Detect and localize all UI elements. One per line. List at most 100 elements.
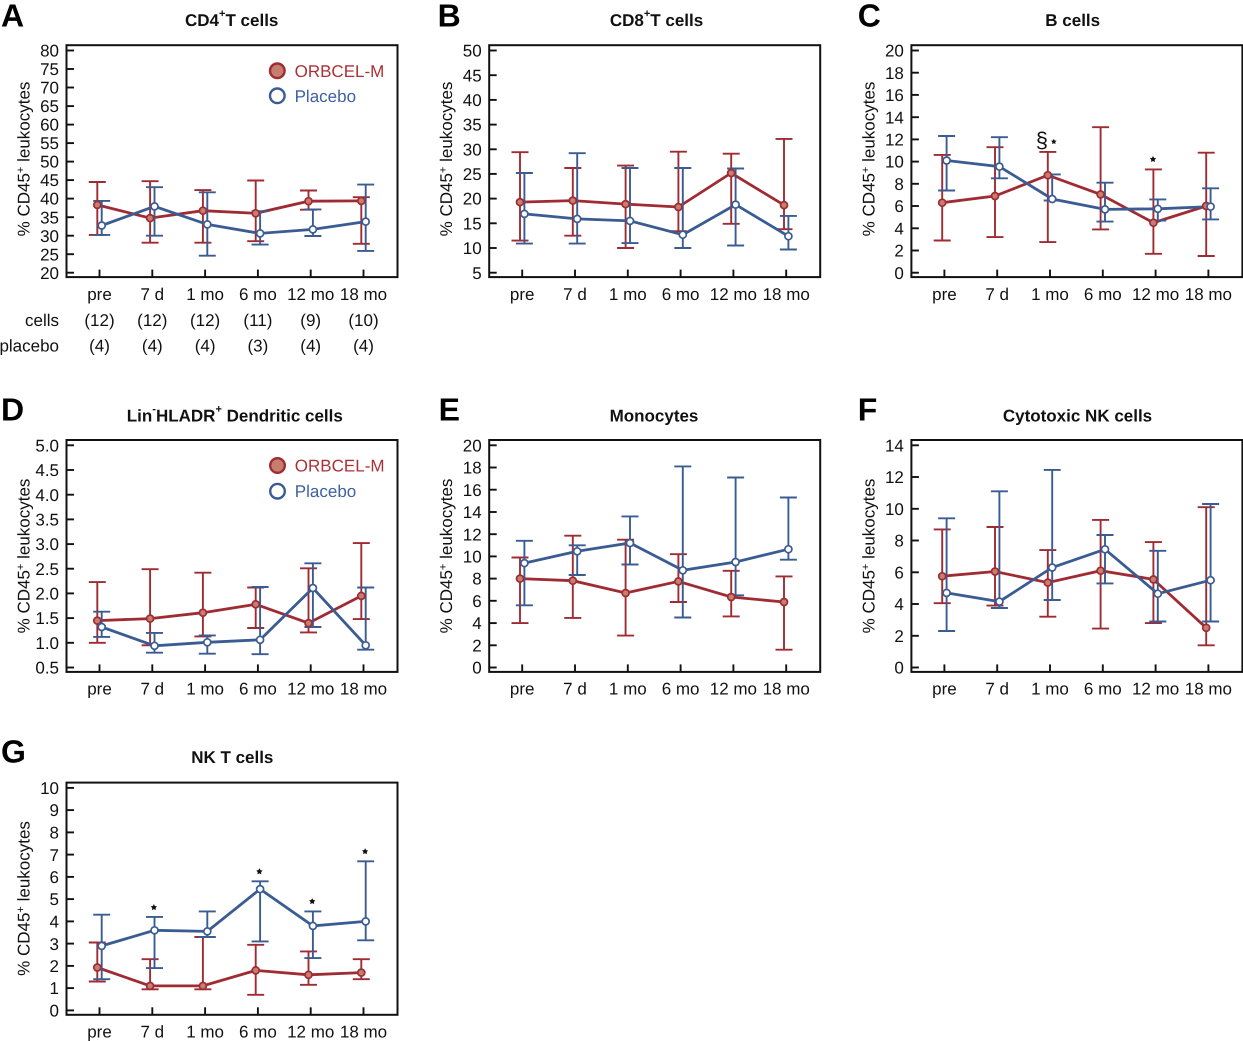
svg-text:7 d: 7 d (563, 680, 587, 699)
svg-text:pre: pre (87, 680, 112, 699)
svg-text:30: 30 (463, 140, 482, 159)
svg-text:(12): (12) (190, 311, 220, 330)
svg-text:8: 8 (894, 532, 903, 551)
svg-text:20: 20 (40, 264, 59, 283)
svg-text:F: F (858, 392, 878, 428)
svg-text:18 mo: 18 mo (1185, 285, 1232, 304)
svg-text:20: 20 (885, 42, 904, 61)
svg-text:20: 20 (463, 190, 482, 209)
svg-text:18 mo: 18 mo (340, 285, 387, 304)
svg-text:6 mo: 6 mo (662, 680, 700, 699)
svg-text:12 mo: 12 mo (287, 1023, 334, 1041)
svg-text:(9): (9) (300, 311, 321, 330)
svg-text:(4): (4) (195, 337, 216, 356)
svg-text:12: 12 (885, 468, 904, 487)
svg-text:6: 6 (894, 563, 903, 582)
svg-text:1: 1 (50, 979, 59, 998)
svg-text:80: 80 (40, 42, 59, 61)
svg-text:1 mo: 1 mo (186, 285, 224, 304)
svg-text:Lin-​HLADR+​ Dendritic cells: Lin-​HLADR+​ Dendritic cells (127, 403, 343, 425)
svg-text:20: 20 (463, 436, 482, 455)
svg-text:ORBCEL-M: ORBCEL-M (295, 457, 385, 476)
svg-text:§: § (1036, 127, 1048, 152)
svg-text:ORBCEL-M: ORBCEL-M (295, 62, 385, 81)
svg-text:15: 15 (463, 214, 482, 233)
svg-text:2: 2 (894, 242, 903, 261)
svg-text:6 mo: 6 mo (662, 285, 700, 304)
svg-text:14: 14 (463, 503, 482, 522)
svg-text:10: 10 (40, 779, 59, 798)
svg-text:6 mo: 6 mo (239, 285, 277, 304)
svg-text:CD8+​T cells: CD8+​T cells (610, 8, 703, 30)
svg-text:(4): (4) (89, 337, 110, 356)
svg-text:50: 50 (40, 153, 59, 172)
svg-text:4: 4 (894, 219, 903, 238)
svg-text:45: 45 (463, 66, 482, 85)
svg-text:12 mo: 12 mo (1132, 680, 1179, 699)
svg-text:(4): (4) (142, 337, 163, 356)
svg-text:% CD45+​ leukocytes: % CD45+​ leukocytes (437, 479, 456, 634)
svg-text:Placebo: Placebo (295, 87, 356, 106)
svg-text:pre: pre (510, 680, 535, 699)
svg-text:50: 50 (463, 42, 482, 61)
svg-text:6 mo: 6 mo (239, 1023, 277, 1041)
svg-text:CD4+​T cells: CD4+​T cells (185, 8, 278, 30)
svg-text:8: 8 (894, 175, 903, 194)
svg-text:Cytotoxic NK cells: Cytotoxic NK cells (1003, 406, 1152, 425)
svg-text:pre: pre (932, 680, 957, 699)
svg-text:0: 0 (472, 659, 481, 678)
svg-text:5.0: 5.0 (35, 436, 59, 455)
svg-text:5: 5 (472, 264, 481, 283)
svg-text:8: 8 (472, 570, 481, 589)
svg-text:cells: cells (25, 311, 59, 330)
svg-text:(11): (11) (243, 311, 272, 330)
svg-text:6: 6 (50, 868, 59, 887)
svg-text:7 d: 7 d (140, 285, 164, 304)
svg-text:10: 10 (463, 548, 482, 567)
svg-text:4: 4 (50, 913, 59, 932)
svg-text:0: 0 (894, 264, 903, 283)
svg-text:25: 25 (40, 245, 59, 264)
svg-text:D: D (1, 392, 24, 428)
svg-text:18 mo: 18 mo (763, 680, 810, 699)
svg-text:10: 10 (463, 239, 482, 258)
svg-text:G: G (1, 734, 26, 770)
svg-text:9: 9 (50, 801, 59, 820)
svg-text:3.0: 3.0 (35, 535, 59, 554)
svg-text:0.5: 0.5 (35, 659, 59, 678)
svg-text:NK T cells: NK T cells (191, 748, 273, 767)
svg-text:2.0: 2.0 (35, 585, 59, 604)
svg-text:% CD45+​ leukocytes: % CD45+​ leukocytes (859, 479, 878, 634)
svg-text:1 mo: 1 mo (1031, 680, 1069, 699)
svg-text:pre: pre (510, 285, 535, 304)
svg-text:18: 18 (885, 64, 904, 83)
svg-text:7 d: 7 d (985, 680, 1009, 699)
svg-text:Placebo: Placebo (295, 482, 356, 501)
svg-text:18 mo: 18 mo (340, 1023, 387, 1041)
svg-text:(12): (12) (84, 311, 114, 330)
svg-text:6 mo: 6 mo (1084, 680, 1122, 699)
svg-text:12: 12 (885, 131, 904, 150)
svg-text:35: 35 (40, 208, 59, 227)
svg-text:7 d: 7 d (140, 680, 164, 699)
svg-text:40: 40 (40, 190, 59, 209)
svg-text:% CD45+​ leukocytes: % CD45+​ leukocytes (15, 82, 34, 237)
svg-text:7: 7 (50, 846, 59, 865)
svg-text:2: 2 (50, 957, 59, 976)
svg-text:% CD45+​ leukocytes: % CD45+​ leukocytes (15, 479, 34, 634)
svg-text:7 d: 7 d (985, 285, 1009, 304)
svg-text:A: A (1, 0, 24, 34)
svg-text:4.0: 4.0 (35, 486, 59, 505)
svg-text:% CD45+​ leukocytes: % CD45+​ leukocytes (437, 82, 456, 237)
svg-text:12 mo: 12 mo (287, 285, 334, 304)
svg-text:40: 40 (463, 91, 482, 110)
svg-text:6: 6 (894, 197, 903, 216)
svg-text:4: 4 (472, 614, 481, 633)
svg-text:C: C (858, 0, 881, 34)
svg-text:1 mo: 1 mo (609, 285, 647, 304)
svg-text:(10): (10) (348, 311, 378, 330)
svg-text:10: 10 (885, 153, 904, 172)
svg-text:0: 0 (50, 1002, 59, 1021)
svg-text:18 mo: 18 mo (340, 680, 387, 699)
svg-text:E: E (439, 392, 460, 428)
